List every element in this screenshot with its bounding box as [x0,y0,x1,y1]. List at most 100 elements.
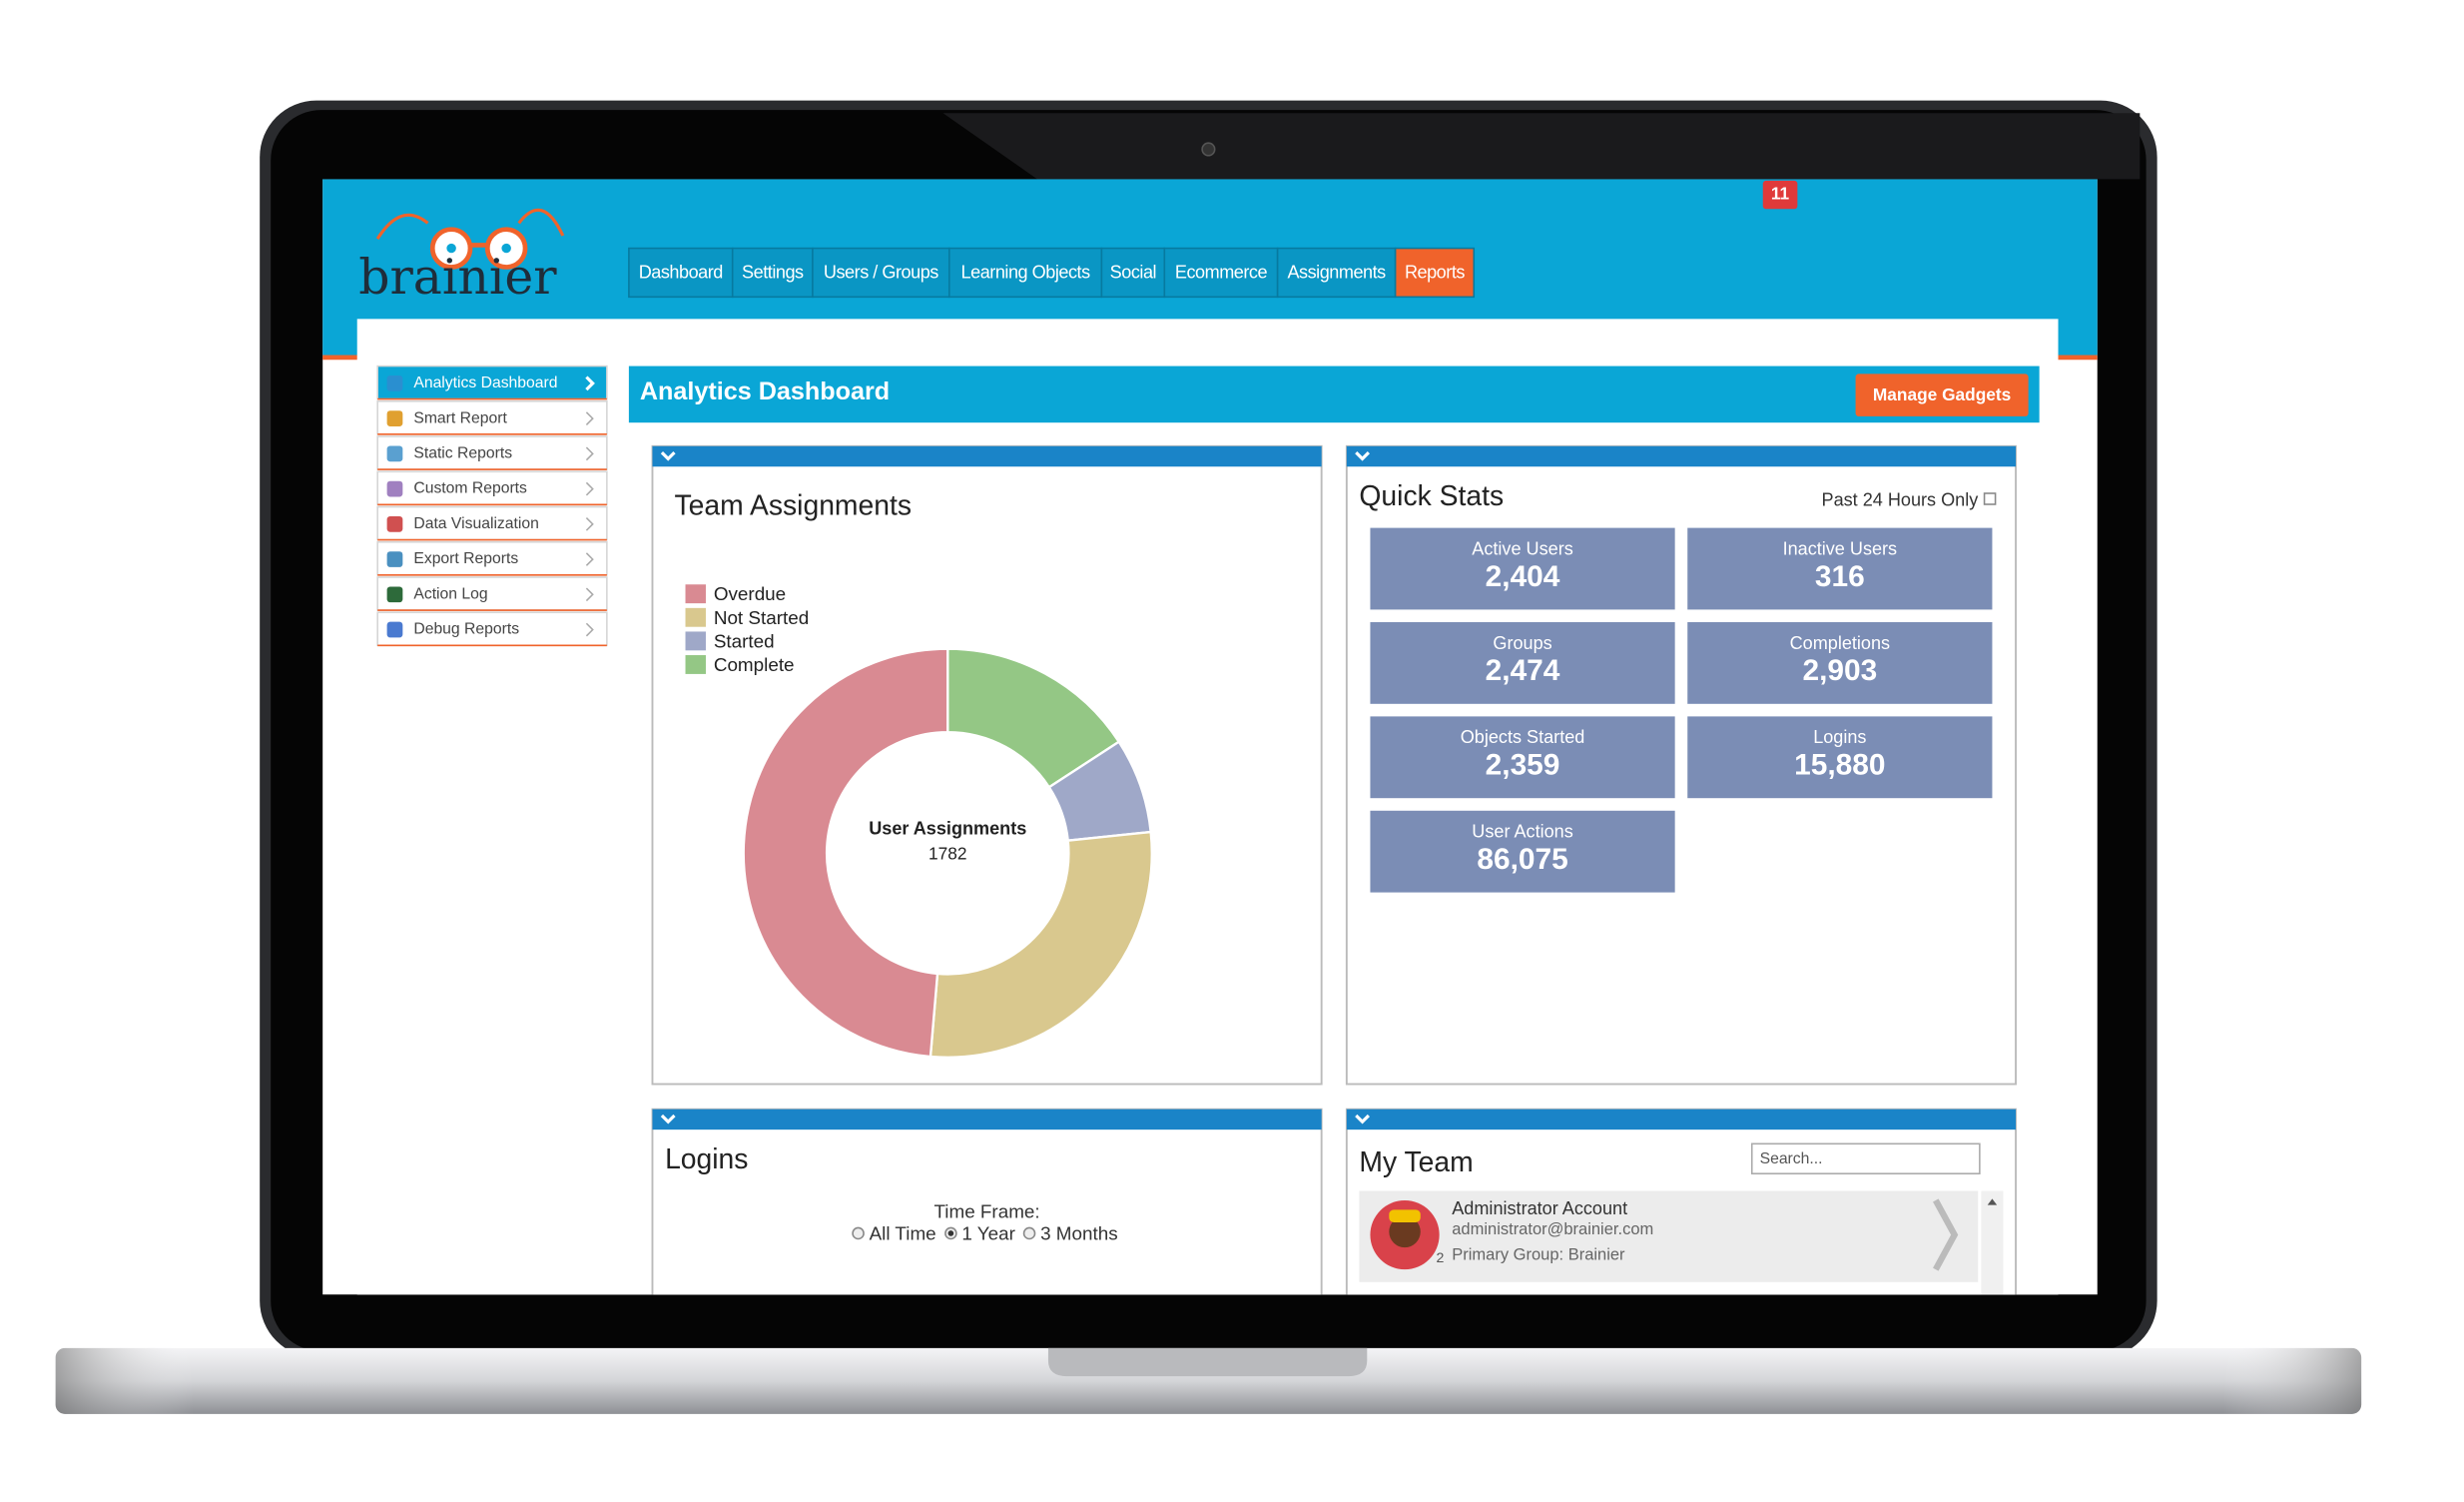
nav-tab[interactable] [812,247,950,299]
legend-swatch [685,631,706,651]
sidebar-item[interactable] [376,576,608,611]
member-email: administrator@brainier.com [1452,1220,1653,1238]
member-avatar-hat [1389,1209,1421,1222]
sidebar-label: Action Log [413,585,487,602]
button-label: Manage Gadgets [1873,384,2011,404]
member-badge: 2 [1437,1249,1445,1265]
gadgets: Team Assignments Overdue Not StartedStarte… [651,444,2017,1295]
sidebar-icon [386,586,403,603]
donut-center-label: User Assignments [869,818,1026,838]
nav-tab[interactable] [1100,247,1166,299]
member-group: Primary Group: Brainier [1452,1245,1625,1263]
stat-value: 2,903 [1802,654,1877,687]
search-placeholder: Search... [1760,1150,1823,1167]
nav-label: Users / Groups [824,263,938,283]
stat-value: 15,880 [1794,749,1885,782]
legend-label: Not Started [714,607,809,628]
sidebar-item[interactable] [376,540,608,576]
radio-label: All Time [870,1223,936,1244]
sidebar-chevron [585,376,595,391]
sidebar-chevron [585,481,594,496]
nav-label: Social [1110,263,1156,283]
sidebar-label: Analytics Dashboard [413,375,557,391]
member-name: Administrator Account [1452,1198,1627,1218]
stat-value: 2,404 [1486,560,1560,593]
member-chevron[interactable] [1933,1198,1959,1271]
stat-tile [1687,527,1993,610]
sidebar-label: Smart Report [413,409,507,426]
gadget-panel [651,1108,1323,1295]
stat-tile [1687,621,1993,704]
page-title: Analytics Dashboard [640,377,890,405]
page-header [628,366,2040,423]
sidebar-icon [386,515,403,532]
radio-label: 1 Year [961,1223,1015,1244]
sidebar-item[interactable] [376,400,608,435]
search-input[interactable] [1750,1142,1981,1174]
nav-tab[interactable] [1276,247,1397,299]
gadget-title: Quick Stats [1359,479,1504,511]
collapse-toggle[interactable] [660,1114,676,1125]
collapse-toggle[interactable] [660,450,676,461]
sidebar-label: Custom Reports [413,480,527,497]
notification-badge[interactable] [1762,180,1798,210]
time-frame-label: Time Frame: [933,1201,1039,1222]
radio[interactable] [852,1226,865,1240]
sidebar-item[interactable] [376,611,608,647]
sidebar-chevron [585,552,594,566]
gadget-bar [652,445,1322,467]
sidebar-icon [386,410,403,426]
filter-label: Past 24 Hours Only [1822,490,1979,510]
gadget-title: My Team [1359,1145,1473,1177]
stat-value: 86,075 [1477,843,1567,876]
sidebar: Analytics Dashboard Smart Report Static Re… [376,365,608,647]
scroll-up[interactable] [1987,1198,1998,1205]
logo: brainier [358,208,565,306]
nav-label: Learning Objects [961,263,1091,283]
sidebar-icon [386,621,403,638]
stat-label: Completions [1790,633,1890,653]
gadget-title: Logins [665,1142,748,1174]
sidebar-item[interactable] [376,470,608,506]
legend-swatch [685,607,706,627]
collapse-toggle[interactable] [1355,450,1370,461]
screen: brainier 11 Dashboard Settings Users / Gro… [322,179,2098,1295]
bezel-shine [942,113,2141,180]
radio[interactable] [1022,1226,1036,1240]
laptop-notch [1047,1347,1368,1377]
nav-label: Ecommerce [1175,263,1268,283]
filter-checkbox[interactable] [1983,492,1997,505]
sidebar-icon [386,376,403,391]
sidebar-chevron [585,446,594,461]
nav-tab[interactable] [1394,247,1476,299]
collapse-toggle[interactable] [1355,1114,1370,1125]
legend-label: Complete [714,654,795,675]
gadget-bar [652,1109,1322,1130]
sidebar-chevron [585,587,594,602]
main-nav: Dashboard Settings Users / Groups Learning … [628,247,1476,299]
sidebar-label: Static Reports [413,445,512,462]
legend-label: Started [714,630,775,651]
stat-label: User Actions [1472,822,1572,842]
laptop-base-edge [55,1347,2362,1414]
sidebar-icon [386,445,403,462]
member-row[interactable] [1359,1190,1979,1282]
radio-label: 3 Months [1040,1223,1118,1244]
sidebar-item[interactable] [376,365,608,400]
scrollbar [1981,1190,2004,1295]
sidebar-label: Debug Reports [413,621,519,638]
manage-gadgets-button[interactable] [1855,374,2029,416]
notification-count: 11 [1771,184,1790,204]
member-avatar-face [1389,1215,1421,1248]
sidebar-label: Export Reports [413,550,518,567]
camera [1201,142,1216,157]
sidebar-label: Data Visualization [413,515,539,532]
logo-text: brainier [358,250,557,306]
stat-label: Inactive Users [1783,538,1898,558]
stat-tile [1370,527,1675,610]
gadget-title: Team Assignments [675,489,912,521]
donut-segment [928,830,1153,1059]
stat-tile [1370,621,1675,704]
sidebar-item[interactable] [376,505,608,541]
sidebar-item[interactable] [376,435,608,470]
